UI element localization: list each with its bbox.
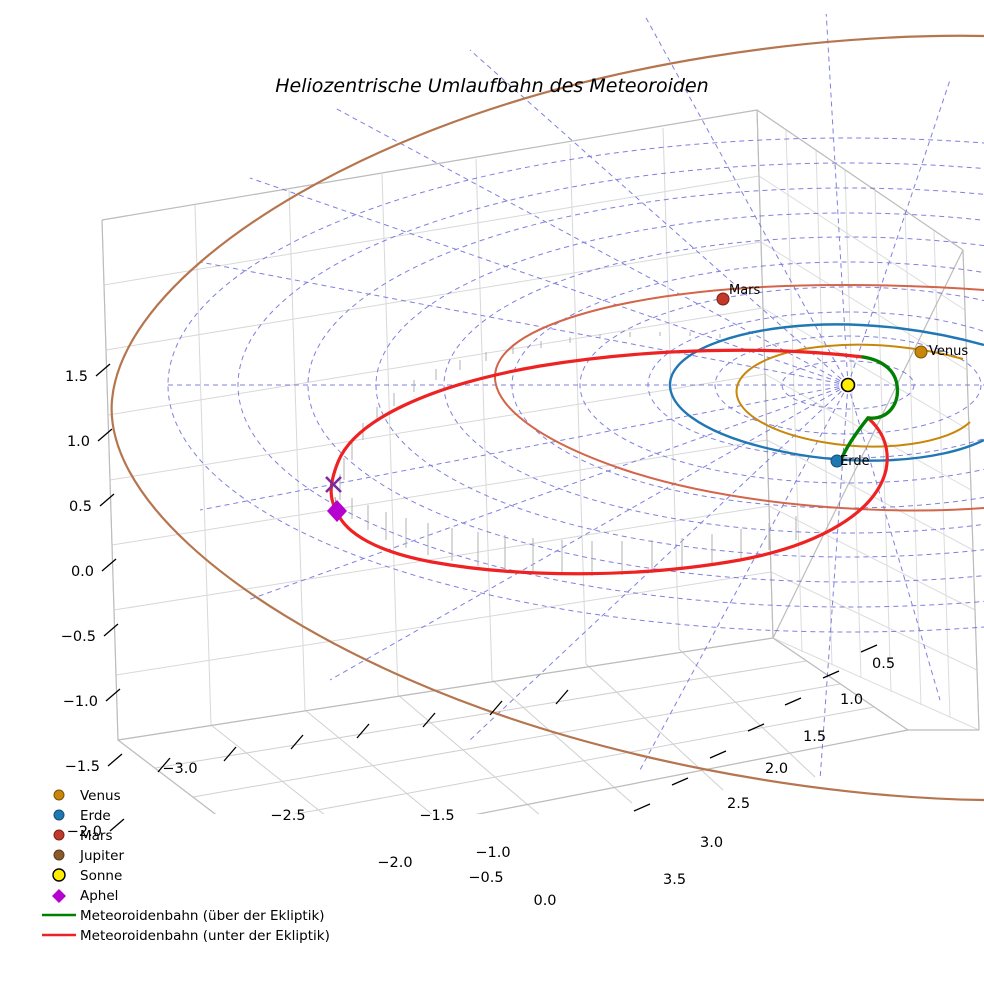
x-tick-5: −0.5 — [468, 870, 503, 886]
legend-marker-sonne-icon — [52, 868, 66, 882]
x-tick-6: 0.0 — [533, 893, 556, 909]
planet-orbits — [110, 34, 984, 802]
axes-box-outline — [101, 109, 980, 814]
axis-y: 0.5 1.0 1.5 2.0 2.5 3.0 3.5 — [633, 644, 895, 888]
axis-z-ticks — [95, 363, 125, 832]
pane-floor-grid — [117, 637, 909, 814]
erde-label: Erde — [840, 454, 870, 469]
axis-y-ticks — [633, 644, 878, 812]
orbit-jupiter — [110, 34, 984, 802]
y-tick-4: 2.5 — [727, 796, 750, 812]
legend-marker-jupiter-icon — [53, 849, 65, 861]
axis-x-ticks — [157, 689, 569, 773]
venus-dot — [914, 345, 928, 359]
mars-dot — [716, 292, 730, 306]
y-tick-5: 3.0 — [700, 835, 723, 851]
z-tick-0: 1.5 — [65, 369, 88, 385]
z-tick-5: −1.0 — [63, 694, 98, 710]
y-tick-0: 0.5 — [872, 656, 895, 672]
mars-marker-group: Mars — [716, 283, 761, 306]
meteoroid-below-turn — [866, 416, 889, 472]
legend-item-meteoroid-above[interactable]: Meteoroidenbahn (über der Ekliptik) — [42, 908, 325, 924]
axis-z: 1.5 1.0 0.5 0.0 −0.5 −1.0 −1.5 −2.0 — [61, 363, 125, 840]
orbit-mars — [494, 284, 984, 512]
venus-marker-group: Venus — [914, 344, 968, 359]
venus-label: Venus — [929, 344, 968, 359]
orbit-venus — [735, 343, 971, 448]
legend-item-aphel[interactable]: Aphel — [52, 888, 118, 904]
erde-marker-group: Erde — [830, 454, 870, 469]
pane-left-grid — [101, 109, 774, 741]
legend-item-jupiter[interactable]: Jupiter — [53, 848, 124, 864]
legend-label-erde: Erde — [80, 808, 111, 824]
axes-3d-panes — [101, 109, 980, 814]
z-tick-6: −1.5 — [65, 759, 100, 775]
meteoroid-orbit — [329, 348, 900, 576]
y-tick-6: 3.5 — [663, 872, 686, 888]
x-tick-3: −1.5 — [419, 808, 454, 824]
legend-item-meteoroid-below[interactable]: Meteoroidenbahn (unter der Ekliptik) — [42, 928, 330, 944]
y-tick-3: 2.0 — [765, 761, 788, 777]
legend-item-mars[interactable]: Mars — [53, 828, 113, 844]
aphel-cross-icon — [325, 476, 342, 493]
legend-label-meteoroid-below: Meteoroidenbahn (unter der Ekliptik) — [80, 928, 330, 944]
legend-label-aphel: Aphel — [80, 888, 118, 904]
y-tick-2: 1.5 — [803, 729, 826, 745]
legend-item-venus[interactable]: Venus — [53, 788, 121, 804]
legend-label-mars: Mars — [80, 828, 113, 844]
sun-marker — [840, 377, 856, 393]
legend-label-sonne: Sonne — [80, 868, 122, 884]
aphel-diamond-marker — [327, 500, 347, 522]
legend-item-erde[interactable]: Erde — [53, 808, 111, 824]
x-tick-4: −1.0 — [475, 845, 510, 861]
aphel-group — [325, 476, 347, 522]
z-tick-4: −0.5 — [61, 629, 96, 645]
ecliptic-polar-grid — [167, 14, 984, 781]
legend-marker-venus-icon — [53, 789, 65, 801]
legend: Venus Erde Mars Jupiter Sonne Aphel — [42, 788, 330, 944]
y-tick-1: 1.0 — [840, 692, 863, 708]
legend-marker-aphel-icon — [52, 889, 66, 903]
legend-marker-mars-icon — [53, 829, 65, 841]
page-title: Heliozentrische Umlaufbahn des Meteoroid… — [275, 75, 708, 97]
x-tick-1: −2.5 — [270, 808, 305, 824]
erde-dot — [830, 454, 844, 468]
orbit-drop-stems — [339, 332, 797, 576]
legend-label-venus: Venus — [80, 788, 121, 804]
meteoroid-above — [861, 355, 900, 420]
legend-marker-erde-icon — [53, 809, 65, 821]
z-tick-3: 0.0 — [71, 564, 94, 580]
z-tick-7: −2.0 — [67, 824, 102, 840]
mars-label: Mars — [729, 283, 761, 298]
z-tick-1: 1.0 — [67, 434, 90, 450]
x-tick-2: −2.0 — [377, 855, 412, 871]
axis-y-ticklabels: 0.5 1.0 1.5 2.0 2.5 3.0 3.5 — [663, 656, 895, 888]
legend-label-meteoroid-above: Meteoroidenbahn (über der Ekliptik) — [80, 908, 325, 924]
meteoroid-below-upper — [329, 348, 865, 514]
axis-x-ticklabels: −3.0 −2.5 −2.0 −1.5 −1.0 −0.5 0.0 — [162, 761, 556, 909]
z-tick-2: 0.5 — [69, 499, 92, 515]
axis-z-ticklabels: 1.5 1.0 0.5 0.0 −0.5 −1.0 −1.5 −2.0 — [61, 369, 102, 840]
legend-label-jupiter: Jupiter — [79, 848, 124, 864]
meteoroid-below-lower — [335, 468, 888, 576]
legend-item-sonne[interactable]: Sonne — [52, 868, 122, 884]
x-tick-0: −3.0 — [162, 761, 197, 777]
axis-x: −3.0 −2.5 −2.0 −1.5 −1.0 −0.5 0.0 — [157, 689, 569, 909]
orbit-erde — [668, 323, 984, 462]
